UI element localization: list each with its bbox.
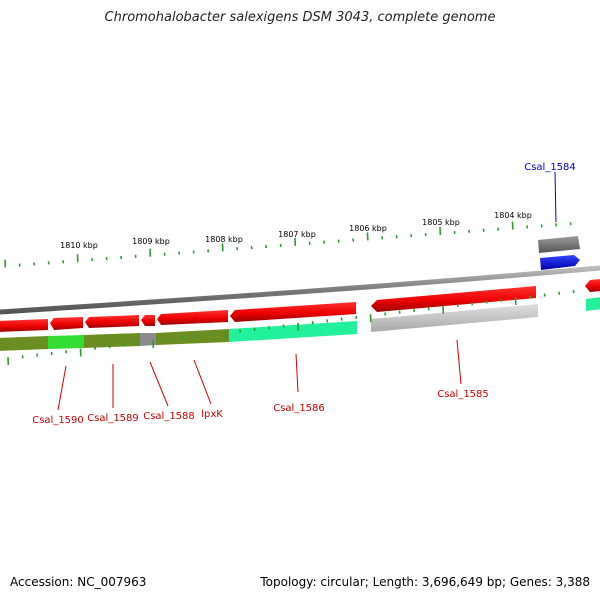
scale-label: 1809 kbp bbox=[132, 237, 170, 246]
scale-label: 1810 kbp bbox=[60, 241, 98, 250]
cds-arrow[interactable] bbox=[85, 315, 139, 328]
cds-arrow[interactable] bbox=[371, 286, 536, 312]
csal-1584-marker bbox=[538, 236, 580, 253]
gene-label-csal-1584[interactable]: Csal_1584 bbox=[524, 162, 576, 173]
inner-scale-ticks bbox=[7, 290, 575, 366]
cds-arrow[interactable] bbox=[585, 279, 600, 292]
scale-labels: 1810 kbp 1809 kbp 1808 kbp 1807 kbp 1806 kbp… bbox=[60, 211, 532, 250]
scale-label: 1804 kbp bbox=[494, 211, 532, 220]
cog-block bbox=[371, 304, 538, 332]
cog-block bbox=[48, 335, 84, 349]
gene-labels: Csal_1584 Csal_1590 Csal_1589 Csal_1588 … bbox=[32, 162, 576, 426]
cds-arrow[interactable] bbox=[0, 319, 48, 332]
map-title: Chromohalobacter salexigens DSM 3043, co… bbox=[104, 10, 496, 25]
cds-arrow[interactable] bbox=[141, 315, 155, 326]
gene-label-csal-1588[interactable]: Csal_1588 bbox=[143, 411, 195, 422]
cog-block bbox=[229, 321, 357, 342]
cds-arrow[interactable] bbox=[230, 302, 356, 322]
gene-label-csal-1586[interactable]: Csal_1586 bbox=[273, 403, 325, 414]
gene-label-csal-1589[interactable]: Csal_1589 bbox=[87, 413, 139, 424]
genome-summary-text: Topology: circular; Length: 3,696,649 bp… bbox=[260, 575, 590, 589]
scale-label: 1805 kbp bbox=[422, 218, 460, 227]
gene-label-csal-1590[interactable]: Csal_1590 bbox=[32, 415, 84, 426]
reverse-cds-track bbox=[0, 279, 600, 332]
csal-1584-arrow[interactable] bbox=[540, 255, 580, 270]
scale-label: 1807 kbp bbox=[278, 230, 316, 239]
outer-scale-ticks bbox=[4, 221, 572, 268]
scale-label: 1806 kbp bbox=[349, 224, 387, 233]
cds-arrow[interactable] bbox=[50, 317, 83, 330]
cog-block bbox=[0, 336, 48, 351]
cog-block bbox=[156, 329, 229, 345]
gene-label-csal-1585[interactable]: Csal_1585 bbox=[437, 389, 489, 400]
accession-text: Accession: NC_007963 bbox=[10, 575, 147, 589]
scale-label: 1808 kbp bbox=[205, 235, 243, 244]
gene-label-lpxk[interactable]: lpxK bbox=[201, 409, 223, 420]
cog-block bbox=[84, 333, 140, 348]
genome-backbone bbox=[0, 265, 600, 315]
cds-arrow[interactable] bbox=[157, 310, 228, 325]
cog-block bbox=[140, 333, 156, 346]
cog-track bbox=[0, 297, 600, 351]
cog-block bbox=[586, 297, 600, 311]
